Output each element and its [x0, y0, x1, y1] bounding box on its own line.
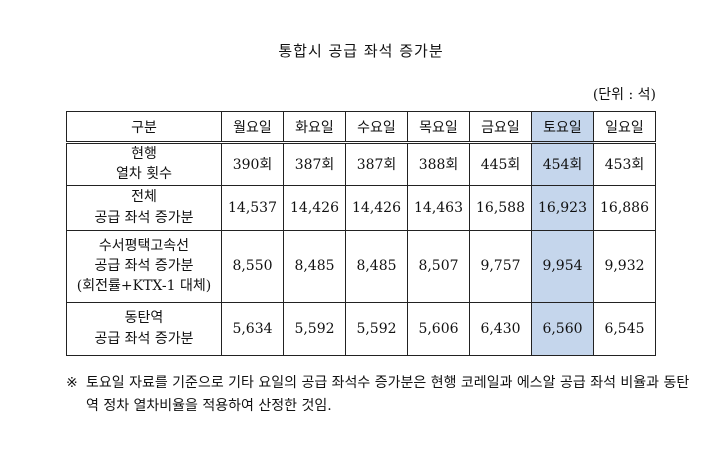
header-wed: 수요일: [345, 111, 408, 144]
cell: 5,634: [221, 301, 284, 356]
header-corner: 구분: [66, 111, 222, 144]
row-label-line: 전체: [131, 189, 157, 206]
cell: 8,485: [345, 229, 408, 303]
cell: 388회: [407, 142, 470, 186]
header-thu: 목요일: [407, 111, 470, 144]
row-label-line: 수서평택고속선: [98, 237, 190, 254]
cell-sat: 454회: [531, 142, 594, 186]
cell: 8,507: [407, 229, 470, 303]
table-row: 전체 공급 좌석 증가분 14,537 14,426 14,426 14,463…: [66, 184, 656, 231]
row-label-line: (회전률+KTX-1 대체): [76, 278, 212, 295]
cell-sat: 6,560: [531, 301, 594, 356]
table-row: 현행 열차 횟수 390회 387회 387회 388회 445회 454회 4…: [66, 142, 656, 186]
row-label: 전체 공급 좌석 증가분: [66, 184, 222, 231]
cell: 14,537: [221, 184, 284, 231]
cell: 445회: [469, 142, 532, 186]
cell: 9,932: [593, 229, 656, 303]
table-row: 수서평택고속선 공급 좌석 증가분 (회전률+KTX-1 대체) 8,550 8…: [66, 229, 656, 303]
note-mark: ※: [66, 375, 78, 391]
cell: 6,430: [469, 301, 532, 356]
cell: 387회: [283, 142, 346, 186]
cell: 8,485: [283, 229, 346, 303]
cell: 14,463: [407, 184, 470, 231]
header-tue: 화요일: [283, 111, 346, 144]
cell: 16,588: [469, 184, 532, 231]
cell: 16,886: [593, 184, 656, 231]
header-sun: 일요일: [593, 111, 656, 144]
unit-label: (단위 : 석): [592, 87, 656, 103]
cell: 6,545: [593, 301, 656, 356]
row-label-line: 공급 좌석 증가분: [94, 209, 194, 226]
cell-sat: 9,954: [531, 229, 594, 303]
cell: 5,592: [283, 301, 346, 356]
row-label: 현행 열차 횟수: [66, 142, 222, 186]
row-label-line: 현행: [131, 146, 157, 162]
row-label-line: 동탄역: [124, 310, 164, 327]
cell: 8,550: [221, 229, 284, 303]
row-label: 수서평택고속선 공급 좌석 증가분 (회전률+KTX-1 대체): [66, 229, 222, 303]
cell: 453회: [593, 142, 656, 186]
seat-table: 구분 월요일 화요일 수요일 목요일 금요일 토요일 일요일 현행 열차 횟수 …: [66, 111, 656, 356]
cell: 14,426: [283, 184, 346, 231]
cell-sat: 16,923: [531, 184, 594, 231]
cell: 14,426: [345, 184, 408, 231]
row-label-line: 열차 횟수: [116, 166, 172, 183]
note-text: 토요일 자료를 기준으로 기타 요일의 공급 좌석수 증가분은 현행 코레일과 …: [86, 375, 690, 415]
header-sat: 토요일: [531, 111, 594, 144]
cell: 387회: [345, 142, 408, 186]
table-row: 동탄역 공급 좌석 증가분 5,634 5,592 5,592 5,606 6,…: [66, 301, 656, 356]
cell: 390회: [221, 142, 284, 186]
table-header-row: 구분 월요일 화요일 수요일 목요일 금요일 토요일 일요일: [66, 111, 656, 144]
row-label-line: 공급 좌석 증가분: [94, 257, 194, 274]
page-title: 통합시 공급 좌석 증가분: [278, 42, 444, 60]
header-fri: 금요일: [469, 111, 532, 144]
cell: 5,606: [407, 301, 470, 356]
row-label: 동탄역 공급 좌석 증가분: [66, 301, 222, 356]
row-label-line: 공급 좌석 증가분: [94, 330, 194, 347]
header-mon: 월요일: [221, 111, 284, 144]
cell: 5,592: [345, 301, 408, 356]
footnote: ※ 토요일 자료를 기준으로 기타 요일의 공급 좌석수 증가분은 현행 코레일…: [66, 372, 696, 418]
cell: 9,757: [469, 229, 532, 303]
